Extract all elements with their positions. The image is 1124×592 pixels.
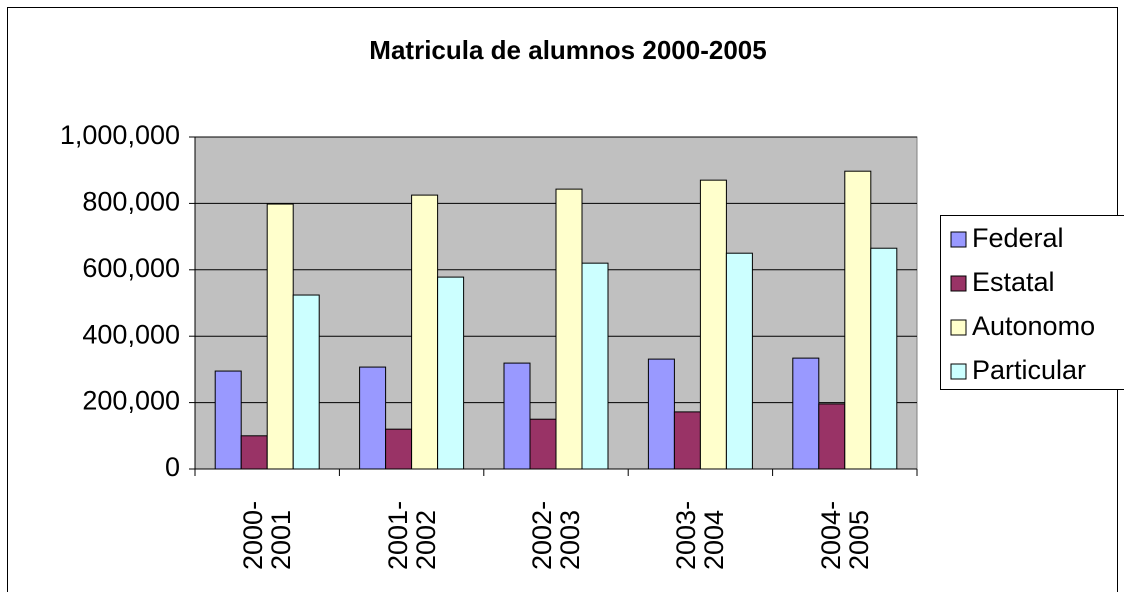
x-tick-label: 2001-2002 [382,500,441,570]
legend-swatch [950,319,967,336]
bar [359,366,387,470]
legend-label: Estatal [972,267,1055,297]
x-tick-label: 2000-2001 [238,500,297,570]
bar [266,203,294,470]
legend-label: Autonomo [972,311,1095,341]
bar [411,194,439,470]
y-tick-label: 600,000 [82,253,180,283]
bar [437,276,465,470]
bar [844,170,872,470]
legend-label: Particular [972,355,1086,385]
bar [529,418,557,470]
legend-swatch [950,275,967,292]
bar [818,403,846,470]
y-tick-label: 800,000 [82,187,180,217]
bar [581,262,609,470]
bar [870,247,898,470]
bar [503,362,531,470]
legend-label: Federal [972,223,1064,253]
legend-swatch [950,231,967,248]
y-tick-label: 0 [165,452,180,482]
x-tick-label: 2002-2003 [527,500,585,570]
y-tick-label: 1,000,000 [60,120,180,150]
bar [240,435,268,470]
bar [647,358,675,470]
bar [725,252,753,470]
chart-title: Matricula de alumnos 2000-2005 [369,35,766,65]
bar [792,357,820,470]
bar [214,370,242,470]
legend-swatch [950,363,967,380]
x-tick-label: 2003-2004 [671,500,730,570]
y-tick-label: 200,000 [82,386,180,416]
bar [699,179,727,470]
legend-box [940,215,1124,390]
x-tick-label: 2004-2005 [815,500,874,570]
bar [673,411,701,470]
bar [385,428,413,470]
bar [555,188,583,470]
bar [292,294,320,470]
y-tick-label: 400,000 [82,319,180,349]
